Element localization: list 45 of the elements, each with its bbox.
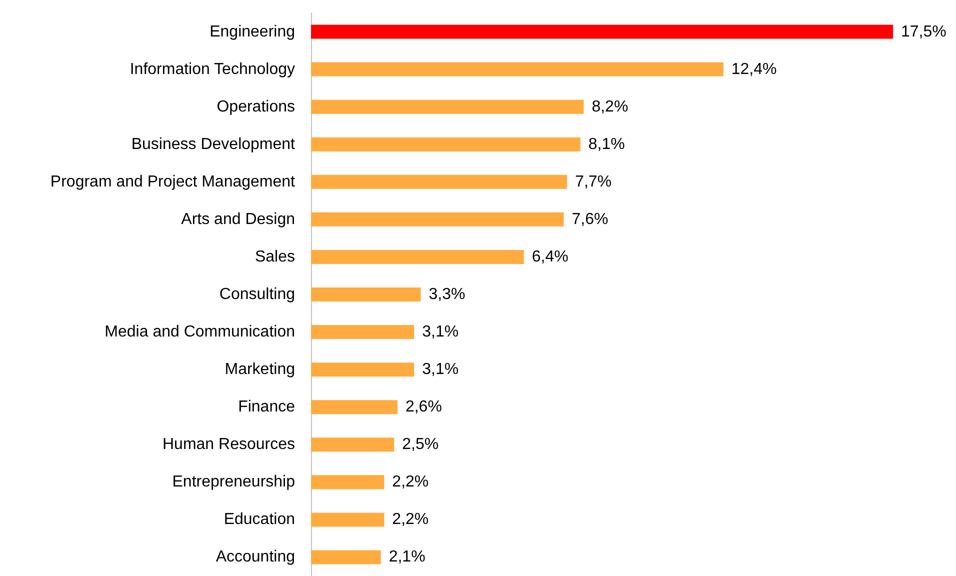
y-tick-label: Finance xyxy=(238,398,296,416)
bar xyxy=(311,325,414,340)
data-label: 2,2% xyxy=(392,474,429,491)
bar xyxy=(311,212,564,226)
y-tick-label: Media and Communication xyxy=(104,324,295,341)
bar xyxy=(311,438,394,452)
data-label: 2,5% xyxy=(402,436,439,454)
bar xyxy=(311,24,893,39)
y-tick-label: Engineering xyxy=(210,23,295,40)
data-label: 3,1% xyxy=(422,324,459,341)
bar xyxy=(311,512,384,527)
data-label: 7,6% xyxy=(572,210,608,228)
y-tick-label: Education xyxy=(224,511,295,528)
data-label: 8,2% xyxy=(592,98,628,116)
bar xyxy=(311,400,398,414)
y-tick-label: Accounting xyxy=(216,548,295,566)
data-label: 12,4% xyxy=(731,60,777,78)
data-label: 6,4% xyxy=(532,248,568,266)
data-label: 2,2% xyxy=(392,511,429,528)
y-tick-label: Business Development xyxy=(131,136,296,153)
data-label: 2,1% xyxy=(388,548,426,566)
y-tick-label: Entrepreneurship xyxy=(172,474,296,491)
y-tick-label: Operations xyxy=(216,98,295,116)
data-label: 3,3% xyxy=(428,286,466,303)
bar xyxy=(311,174,568,189)
y-tick-label: Information Technology xyxy=(130,60,295,78)
y-tick-label: Consulting xyxy=(219,286,295,303)
data-label: 8,1% xyxy=(588,136,625,153)
data-label: 3,1% xyxy=(422,361,459,378)
bar xyxy=(311,137,580,152)
y-tick-label: Program and Project Management xyxy=(50,173,296,190)
data-label: 7,7% xyxy=(575,173,612,190)
bar xyxy=(311,475,384,490)
bar xyxy=(311,100,584,114)
y-tick-label: Arts and Design xyxy=(181,210,295,228)
bar xyxy=(311,550,381,564)
y-tick-label: Human Resources xyxy=(162,436,295,454)
y-tick-label: Sales xyxy=(254,248,295,266)
bar xyxy=(311,288,421,302)
y-tick-label: Marketing xyxy=(224,361,295,378)
bar xyxy=(311,362,414,377)
data-label: 17,5% xyxy=(901,23,946,40)
data-label: 2,6% xyxy=(405,398,442,416)
bar xyxy=(311,250,524,264)
bar xyxy=(311,62,724,76)
